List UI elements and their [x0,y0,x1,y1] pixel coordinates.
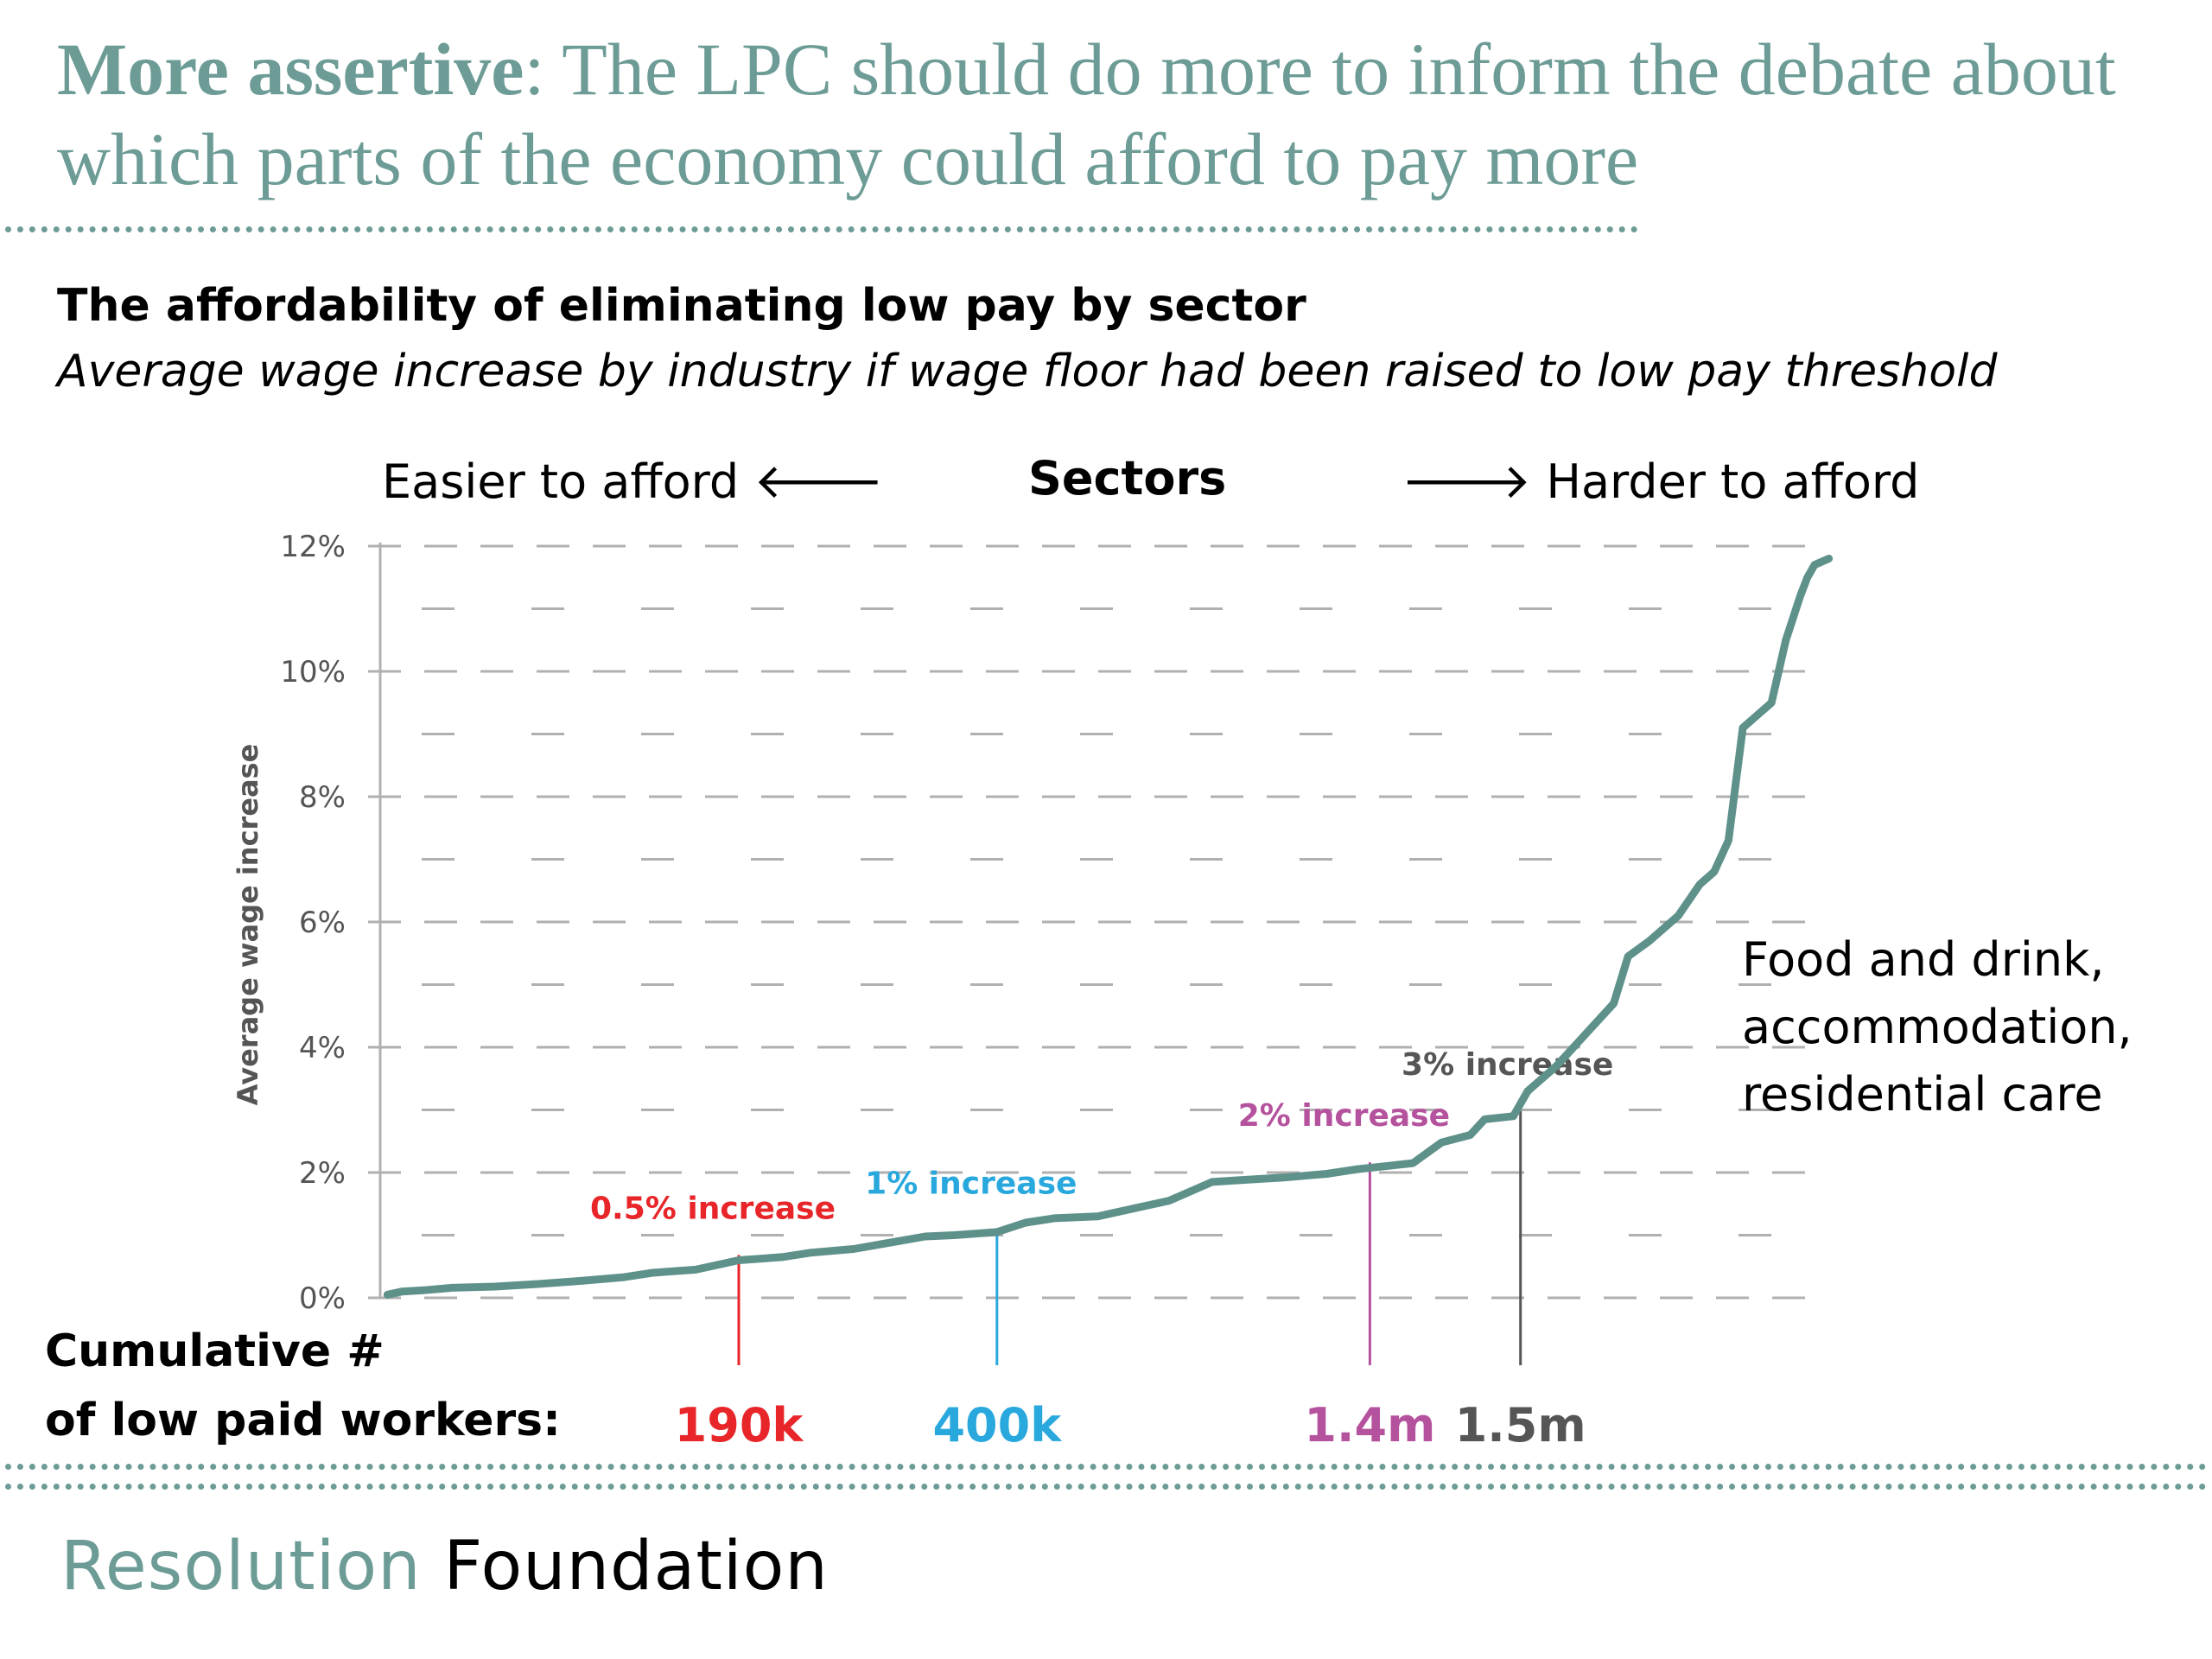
chart-title: The affordability of eliminating low pay… [57,280,1306,332]
worker-count: 1.5m [1455,1398,1586,1452]
brand-part1: Resolution [60,1528,422,1605]
cumulative-label: Cumulative # of low paid workers: [45,1317,561,1455]
y-axis-title: Average wage increase [232,744,264,1106]
brand-logo: Resolution Foundation [60,1528,829,1605]
marker-label: 1% increase [865,1166,1077,1202]
easier-text: Easier to afford [382,454,740,509]
y-tick-label: 4% [299,1031,346,1065]
cumulative-line2: of low paid workers: [45,1395,561,1446]
worker-count: 1.4m [1304,1398,1435,1452]
y-tick-layer: 0% 2% 4% 6% 8% 10% 12% [280,530,346,1316]
harder-label: 🡒 Harder to afford [1402,451,1919,510]
marker-label: 3% increase [1402,1047,1613,1083]
harder-text: Harder to afford [1546,454,1920,509]
top-dotted-divider [5,226,1638,232]
marker-label: 0.5% increase [590,1192,836,1227]
worker-count: 400k [932,1398,1062,1452]
grid-layer [368,543,1815,1300]
y-tick-label: 6% [299,906,346,940]
y-tick-label: 12% [280,530,346,564]
headline: More assertive: The LPC should do more t… [57,24,2183,204]
headline-rest: : The LPC should do more to inform the d… [57,28,2116,200]
arrow-right-icon: 🡒 [1402,454,1532,510]
callout-line1: Food and drink, [1742,932,2105,987]
callout-line2: accommodation, [1742,1000,2133,1054]
x-axis-title: Sectors [1028,451,1227,505]
y-tick-label: 2% [299,1156,346,1191]
bottom-dotted-divider [5,1464,2207,1490]
series-line [383,555,1834,1299]
marker-layer: 0.5% increase 190k 1% increase 400k 2% incre… [590,1047,1613,1452]
callout-line3: residential care [1742,1067,2103,1122]
chart-subtitle: Average wage increase by industry if wag… [57,346,1998,397]
callout-text: Food and drink, accommodation, residenti… [1742,926,2133,1128]
arrow-left-icon: 🡐 [753,454,884,510]
cumulative-line1: Cumulative # [45,1325,385,1377]
worker-count: 190k [675,1398,804,1452]
y-tick-label: 10% [280,655,346,690]
marker-label: 2% increase [1238,1098,1450,1134]
y-tick-label: 0% [299,1281,346,1316]
headline-bold: More assertive [57,28,524,111]
brand-part2: Foundation [443,1528,829,1605]
easier-label: Easier to afford 🡐 [382,451,884,510]
y-tick-label: 8% [299,780,346,815]
